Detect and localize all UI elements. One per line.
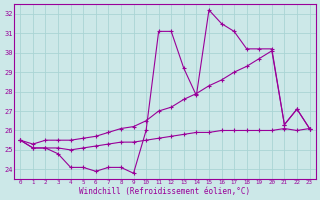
X-axis label: Windchill (Refroidissement éolien,°C): Windchill (Refroidissement éolien,°C) <box>79 187 251 196</box>
